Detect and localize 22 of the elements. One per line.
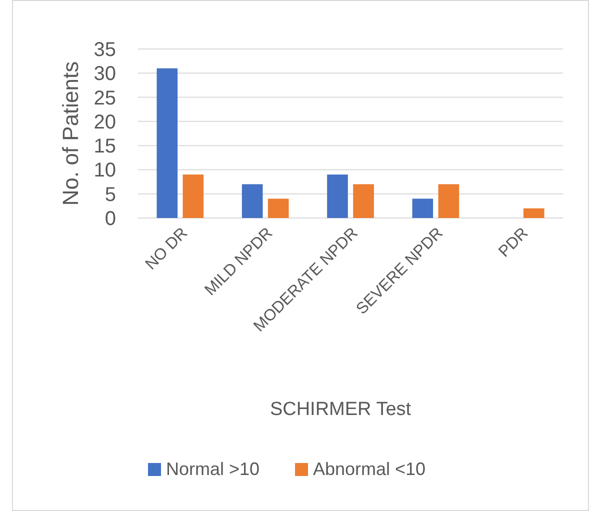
bar xyxy=(268,198,289,218)
y-tick-label: 0 xyxy=(104,208,116,230)
bar xyxy=(242,184,263,218)
y-tick-label: 15 xyxy=(94,136,116,158)
y-axis-title: No. of Patients xyxy=(58,61,83,206)
bar xyxy=(327,174,348,218)
legend-label: Normal >10 xyxy=(166,459,260,479)
legend-label: Abnormal <10 xyxy=(313,459,426,479)
bar xyxy=(353,184,374,218)
y-tick-label: 20 xyxy=(94,111,116,134)
y-tick-label: 10 xyxy=(94,160,116,182)
y-tick-label: 5 xyxy=(104,184,116,206)
x-tick-label: NO DR xyxy=(142,224,191,274)
x-axis-title: SCHIRMER Test xyxy=(270,399,412,420)
bar xyxy=(523,208,544,218)
y-tick-label: 25 xyxy=(94,87,116,110)
bar xyxy=(182,174,204,218)
bar xyxy=(156,68,178,218)
bar xyxy=(412,198,434,218)
bar xyxy=(438,184,460,218)
y-tick-label: 35 xyxy=(94,39,116,61)
y-tick-label: 30 xyxy=(94,63,116,86)
